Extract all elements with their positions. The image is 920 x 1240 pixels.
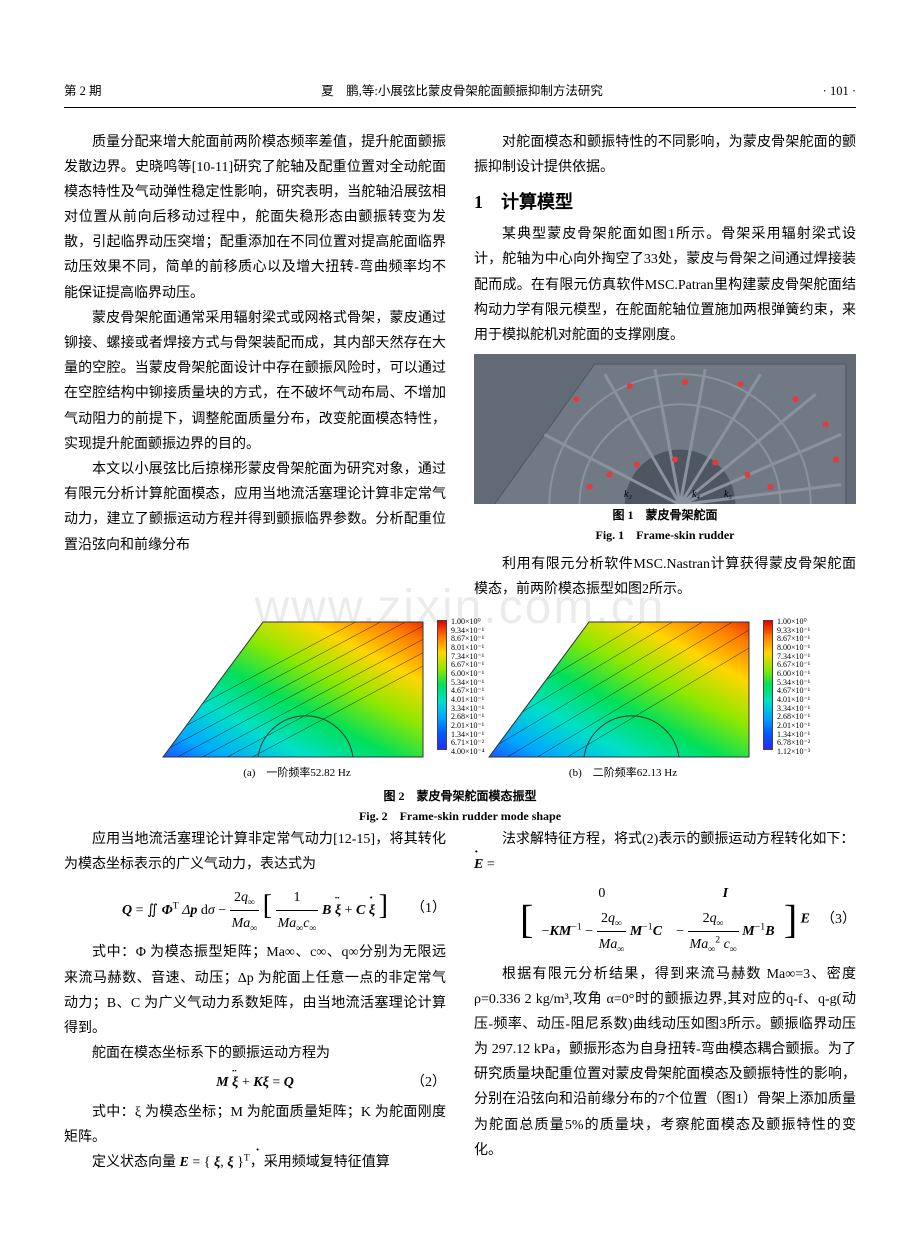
para-2: 蒙皮骨架舵面通常采用辐射梁式或网格式骨架，蒙皮通过铆接、螺接或者焊接方式与骨架装… (64, 306, 446, 457)
header-title: 夏 鹏,等:小展弦比蒙皮骨架舵面颤振抑制方法研究 (102, 80, 823, 103)
equation-3-head: E˙ = (474, 852, 856, 877)
para-6: 利用有限元分析软件MSC.Nastran计算获得蒙皮骨架舵面模态，前两阶模态振型… (474, 552, 856, 602)
page-header: 第 2 期 夏 鹏,等:小展弦比蒙皮骨架舵面颤振抑制方法研究 · 101 · (64, 80, 856, 108)
header-issue: 第 2 期 (64, 80, 102, 103)
equation-1: Q = ∬ ΦT Δp dσ − 2q∞Ma∞ [ 1Ma∞c∞ B ξ¨ + … (64, 881, 446, 936)
para-11: 定义状态向量 E = { ξ, ξ˙ }T，采用频域复特征值算 (64, 1150, 446, 1175)
section-1-title: 1 计算模型 (474, 186, 856, 218)
fig2a: 1.00×10⁰9.34×10⁻¹8.67×10⁻¹8.01×10⁻¹7.34×… (143, 612, 451, 784)
fig2b: 1.00×10⁰9.33×10⁻¹8.67×10⁻¹8.00×10⁻¹7.34×… (469, 612, 777, 784)
k4-label: k₄ (692, 486, 700, 504)
rudder-illustration (474, 354, 856, 504)
fig1-caption-cn: 图 1 蒙皮骨架舵面 (474, 507, 856, 524)
eq1-number: （1） (411, 896, 446, 921)
fig1-caption-en: Fig. 1 Frame-skin rudder (474, 527, 856, 544)
fig2a-caption: (a) 一阶频率52.82 Hz (143, 764, 451, 784)
para-1: 质量分配来增大舵面前两阶模态频率差值，提升舵面颤振发散边界。史晓鸣等[10-11… (64, 130, 446, 306)
k3-label: k₃ (624, 486, 632, 504)
fig2b-caption: (b) 二阶频率62.13 Hz (469, 764, 777, 784)
para-4: 对舵面模态和颤振特性的不同影响，为蒙皮骨架舵面的颤振抑制设计提供依据。 (474, 130, 856, 180)
upper-columns: 质量分配来增大舵面前两阶模态频率差值，提升舵面颤振发散边界。史晓鸣等[10-11… (64, 130, 856, 603)
para-5: 某典型蒙皮骨架舵面如图1所示。骨架采用辐射梁式设计，舵轴为中心向外掏空了33处，… (474, 222, 856, 348)
para-12: 法求解特征方程，将式(2)表示的颤振运动方程转化如下： (474, 827, 856, 852)
fig2-caption-cn: 图 2 蒙皮骨架舵面模态振型 (64, 788, 856, 805)
mode1-contour (143, 612, 433, 762)
eq3-number: （3） (821, 907, 856, 932)
mode2-contour (469, 612, 759, 762)
figure-1-image: k₃ k₄ k₅ (474, 354, 856, 504)
fig2-caption-en: Fig. 2 Frame-skin rudder mode shape (64, 808, 856, 825)
para-3: 本文以小展弦比后掠梯形蒙皮骨架舵面为研究对象，通过有限元分析计算舵面模态，应用当… (64, 457, 446, 558)
equation-2: M ξ¨ + Kξ = Q （2） (64, 1070, 446, 1095)
para-9: 舵面在模态坐标系下的颤振运动方程为 (64, 1041, 446, 1066)
fig2a-legend: 1.00×10⁰9.34×10⁻¹8.67×10⁻¹8.01×10⁻¹7.34×… (437, 620, 451, 750)
fig2b-legend: 1.00×10⁰9.33×10⁻¹8.67×10⁻¹8.00×10⁻¹7.34×… (763, 620, 777, 750)
figure-1: k₃ k₄ k₅ 图 1 蒙皮骨架舵面 Fig. 1 Frame-skin ru… (474, 354, 856, 544)
k5-label: k₅ (724, 486, 732, 504)
para-13: 根据有限元分析结果，得到来流马赫数 Ma∞=3、密度 ρ=0.336 2 kg/… (474, 962, 856, 1164)
para-11a: 定义状态向量 (92, 1155, 180, 1170)
para-7: 应用当地流活塞理论计算非定常气动力[12-15]，将其转化为模态坐标表示的广义气… (64, 827, 446, 877)
figure-2: 1.00×10⁰9.34×10⁻¹8.67×10⁻¹8.01×10⁻¹7.34×… (64, 612, 856, 824)
equation-3: [ 0 −KM−1 − 2q∞Ma∞ M−1C I − 2q∞Ma∞2 c∞ M… (474, 881, 856, 958)
eq2-number: （2） (411, 1070, 446, 1095)
para-8: 式中：Φ 为模态振型矩阵；Ma∞、c∞、q∞分别为无限远来流马赫数、音速、动压；… (64, 940, 446, 1041)
header-page: · 101 · (823, 80, 856, 103)
para-11b: ，采用频域复特征值算 (250, 1155, 390, 1170)
lower-columns: 应用当地流活塞理论计算非定常气动力[12-15]，将其转化为模态坐标表示的广义气… (64, 827, 856, 1176)
